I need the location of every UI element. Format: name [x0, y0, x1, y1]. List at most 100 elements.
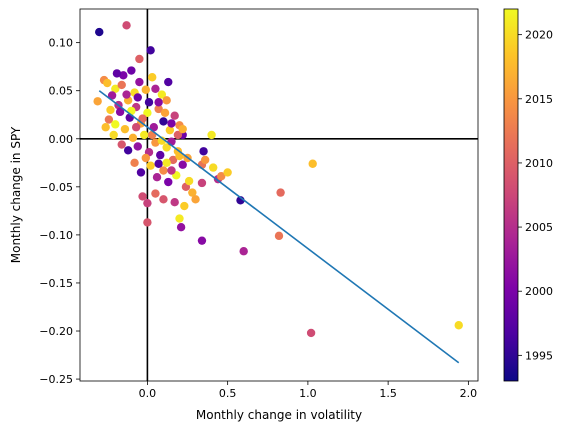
y-tick-label: −0.15 [39, 277, 73, 290]
scatter-point [127, 66, 136, 75]
x-axis-label: Monthly change in volatility [196, 408, 362, 422]
scatter-point [167, 119, 176, 128]
scatter-point [159, 117, 168, 126]
scatter-point [191, 195, 200, 204]
scatter-point [151, 138, 160, 147]
scatter-point [138, 114, 147, 123]
scatter-point [159, 166, 168, 175]
scatter-point [104, 115, 114, 124]
scatter-point [154, 104, 163, 114]
x-tick-label: 0.0 [139, 387, 157, 400]
scatter-point [131, 123, 141, 132]
scatter-point [152, 173, 162, 182]
scatter-point [217, 172, 226, 181]
scatter-point [162, 158, 171, 167]
scatter-point [197, 178, 207, 188]
scatter-point [207, 130, 216, 140]
colorbar-tick-label: 2020 [525, 29, 553, 42]
scatter-point [103, 78, 112, 88]
scatter-point [162, 96, 171, 105]
scatter-point [123, 146, 133, 155]
scatter-point [170, 198, 179, 207]
scatter-point [127, 106, 136, 116]
y-tick-label: −0.10 [39, 229, 73, 242]
scatter-point [276, 188, 285, 197]
reference-lines [80, 9, 478, 381]
scatter-point [164, 177, 173, 187]
scatter-point [308, 159, 317, 168]
scatter-point [157, 136, 167, 145]
x-tick-label: 0.5 [219, 387, 237, 400]
scatter-point [148, 73, 157, 82]
scatter-point [178, 160, 187, 169]
scatter-point [223, 168, 232, 177]
colorbar-tick-label: 2005 [525, 221, 553, 234]
scatter-point [133, 142, 142, 151]
x-tick-label: 1.0 [299, 387, 317, 400]
y-axis: 0.10 0.05 0.00 −0.05 −0.10 −0.15 −0.20 −0.25 [39, 37, 80, 386]
scatter-point [306, 328, 316, 338]
scatter-point [199, 147, 208, 156]
regression-line-group [98, 90, 460, 364]
scatter-point [143, 198, 152, 208]
scatter-point [144, 98, 154, 107]
scatter-point [197, 236, 207, 245]
scatter-point [141, 153, 150, 163]
scatter-point [135, 54, 144, 64]
scatter-point [184, 176, 194, 186]
scatter-point [200, 155, 210, 165]
scatter-point [115, 107, 125, 117]
scatter-point [164, 77, 173, 87]
scatter-point [128, 133, 138, 143]
scatter-point [180, 201, 189, 211]
scatter-point [146, 46, 155, 55]
scatter-point [188, 188, 197, 197]
scatter-point [162, 143, 171, 152]
scatter-point [138, 192, 147, 201]
scatter-point [176, 223, 186, 232]
scatter-point [136, 168, 146, 177]
scatter-point [151, 189, 160, 198]
scatter-point [151, 84, 160, 93]
scatter-point [122, 90, 131, 99]
scatter-point [168, 155, 178, 165]
regression-line [98, 90, 460, 364]
scatter-point [159, 195, 168, 204]
scatter-point [175, 214, 184, 223]
y-tick-label: 0.10 [49, 37, 74, 50]
y-tick-label: −0.20 [39, 325, 73, 338]
scatter-point [101, 123, 110, 132]
colorbar-tick-label: 2000 [525, 285, 553, 298]
y-tick-label: −0.25 [39, 373, 73, 386]
scatter-point [160, 108, 170, 118]
scatter-point [274, 231, 284, 241]
scatter-point [154, 98, 163, 107]
scatter-point [109, 130, 118, 140]
scatter-point [107, 91, 117, 100]
scatter-point [146, 161, 155, 170]
scatter-point [130, 158, 139, 167]
scatter-point [239, 247, 248, 256]
scatter-point [154, 159, 163, 168]
scatter-point [120, 124, 130, 134]
scatter-point [111, 84, 120, 93]
scatter-point [157, 90, 167, 99]
colorbar-gradient [503, 8, 519, 382]
x-tick-label: 1.5 [379, 387, 397, 400]
y-tick-label: 0.00 [49, 133, 74, 146]
y-tick-label: −0.05 [39, 181, 73, 194]
colorbar-tick-label: 2010 [525, 157, 553, 170]
scatter-point [173, 130, 183, 140]
scatter-point [135, 77, 144, 87]
scatter-point [133, 93, 142, 102]
scatter-point [209, 163, 218, 172]
scatter-point [178, 124, 187, 134]
scatter-point [143, 218, 152, 227]
colorbar-tick-label: 1995 [525, 349, 553, 362]
scatter-point [122, 21, 131, 30]
scatter-point [148, 130, 157, 140]
scatter-point [143, 108, 152, 118]
scatter-point [149, 123, 159, 132]
